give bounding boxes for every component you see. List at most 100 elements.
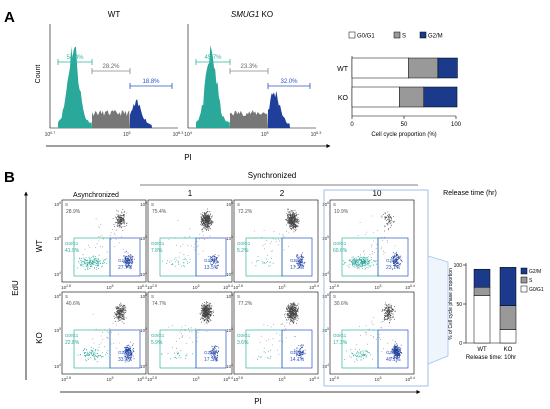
gate-g2m	[129, 83, 173, 89]
y-tick-label: 105	[322, 235, 329, 241]
gate-s	[229, 68, 269, 74]
x-tick-label: 105	[107, 376, 114, 382]
x-tick-label: 102.8	[147, 376, 157, 382]
dots-s	[112, 209, 128, 231]
gate-g0g1-label: G0/G1	[151, 241, 165, 246]
x-tick-label: 106.4	[405, 284, 415, 290]
gate-s-value: 28.9%	[66, 209, 81, 215]
legend-label: S	[529, 278, 533, 284]
x-tick-label: 102.8	[329, 284, 339, 290]
histogram-s-value: 28.2%	[102, 64, 120, 70]
gate-s-label: S	[333, 202, 336, 207]
histogram-y-label: Count	[35, 65, 42, 84]
bar-tick-label: 100	[454, 263, 463, 269]
dot-plot-frame	[147, 291, 233, 375]
gate-s-label: S	[65, 294, 68, 299]
gate-g0g1-value: 3.6%	[237, 340, 249, 346]
histogram-tick-label: 106.3	[173, 131, 184, 138]
histogram-tick-label: 105	[123, 131, 131, 138]
bar-segment	[423, 86, 458, 108]
histogram-tick-label: 104	[184, 131, 192, 138]
legend-swatch	[520, 276, 528, 284]
histogram-g2m-area	[268, 90, 290, 128]
dot-plot-frame	[61, 199, 147, 283]
dots-g0g1	[162, 254, 191, 268]
y-tick-label: 105	[226, 235, 233, 241]
gate-g2m	[281, 329, 313, 369]
histogram-x-label: PI	[184, 153, 192, 162]
bar-tick-label: 0	[350, 122, 354, 128]
bar-b-y-label: % of Cell cycle phase proportion	[448, 268, 454, 340]
dots-scatter	[168, 323, 208, 348]
gate-g2m-value: 33.3%	[118, 357, 133, 363]
x-tick-label: 106.4	[137, 376, 147, 382]
y-tick-label: 104	[322, 271, 329, 277]
gate-g0g1-label: G0/G1	[333, 241, 347, 246]
row-label: KO	[35, 332, 44, 344]
gate-g2m	[377, 329, 409, 369]
bar-segment	[399, 86, 425, 108]
gate-g2m-value: 23.1%	[386, 265, 401, 271]
bar-segment	[351, 57, 409, 79]
legend-swatch	[348, 31, 356, 39]
panel-a-letter: A	[4, 9, 15, 26]
y-tick-label: 105	[322, 327, 329, 333]
dots-g2m	[122, 250, 135, 269]
x-tick-label: 105	[193, 376, 200, 382]
dots-s	[285, 208, 300, 233]
gate-s-label: S	[151, 294, 154, 299]
dots-s	[199, 301, 214, 324]
gate-s-value: 30.6%	[334, 301, 349, 307]
x-tick-label: 106.4	[309, 284, 319, 290]
y-tick-label: 104	[54, 271, 61, 277]
y-tick-label: 106	[140, 293, 147, 299]
bar-category-label: KO	[504, 347, 513, 353]
x-tick-label: 106.4	[309, 376, 319, 382]
dot-plot-frame	[233, 291, 319, 375]
histogram-g0g1-value: 54.4%	[66, 55, 84, 61]
legend-swatch	[419, 31, 427, 39]
x-tick-label: 102.8	[233, 284, 243, 290]
dots-g2m	[123, 341, 135, 363]
gate-g2m-label: G2/M	[204, 258, 215, 263]
x-tick-label: 105	[375, 284, 382, 290]
dots-g0g1	[77, 347, 109, 363]
dot-plot: S 30.6% G0/G1 17.3% G2/M 49.1% 106 105 104 102.8 1…	[322, 291, 415, 382]
bar-segment	[473, 295, 491, 344]
dots-g2m	[390, 251, 403, 270]
y-tick-label: 105	[140, 235, 147, 241]
gate-g0g1	[195, 59, 231, 65]
bar-tick-label: 50	[401, 122, 408, 128]
legend-label: S	[402, 34, 406, 40]
y-tick-label: 105	[140, 327, 147, 333]
dots-g2m	[294, 252, 306, 269]
legend-label: G0/G1	[357, 34, 375, 40]
bar-segment	[499, 329, 517, 344]
bar-tick-label: 100	[451, 122, 462, 128]
y-tick-label: 104	[140, 363, 147, 369]
histogram-g2m-value: 32.0%	[280, 79, 298, 85]
histogram-s-value: 23.3%	[240, 64, 258, 70]
gate-g2m	[109, 329, 141, 369]
gate-g0g1-label: G0/G1	[65, 241, 79, 246]
x-tick-label: 105	[107, 284, 114, 290]
gate-s	[91, 68, 131, 74]
legend-entry: G2/M	[419, 31, 443, 40]
gate-g2m-label: G2/M	[118, 350, 129, 355]
bar-category-label: WT	[477, 347, 487, 353]
asynchronized-label: Asynchronized	[73, 192, 119, 199]
dot-plot-frame	[147, 199, 233, 283]
y-tick-label: 104	[226, 363, 233, 369]
bar-chart-a: G0/G1 S G2/M WT KO 0 50 100 Cell cycle proportio…	[337, 31, 462, 138]
dots-g0g1	[344, 349, 379, 362]
dot-y-label: EdU	[11, 280, 20, 296]
dots-g2m	[294, 344, 306, 360]
x-tick-label: 102.8	[329, 376, 339, 382]
gate-s-value: 10.9%	[334, 209, 349, 215]
histogram-g0g1-area	[58, 46, 92, 129]
gate-g0g1-value: 17.3%	[333, 340, 348, 346]
bar-category-label: KO	[338, 95, 349, 102]
gate-g2m-value: 17.3%	[204, 357, 219, 363]
